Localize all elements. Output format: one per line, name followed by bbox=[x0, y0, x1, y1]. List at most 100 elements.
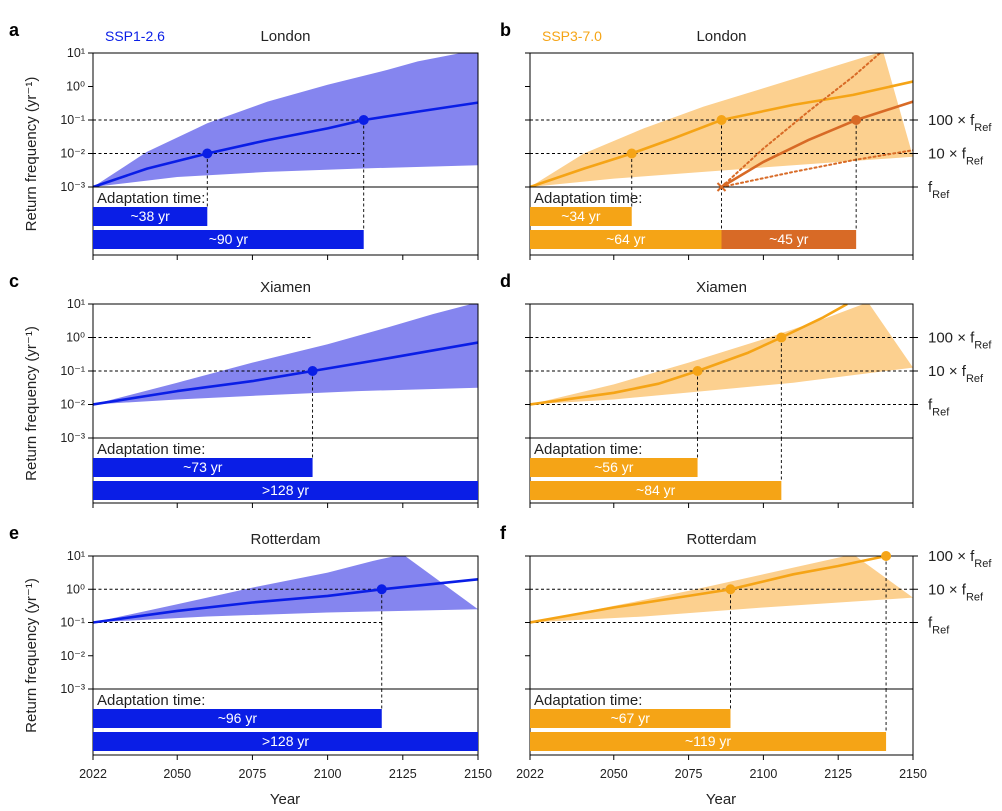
y-axis-label: Return frequency (yr⁻¹) bbox=[23, 578, 40, 733]
y-tick-label: 10⁻³ bbox=[60, 180, 85, 194]
adaptation-bar-label: ~119 yr bbox=[685, 733, 731, 749]
f-ref-label: 100 × fRef bbox=[928, 112, 992, 134]
adaptation-bar-label: ~45 yr bbox=[769, 231, 809, 247]
x-tick-label: 2050 bbox=[600, 767, 628, 781]
y-tick-label: 10⁻² bbox=[60, 398, 85, 412]
panel-c: ~73 yr >128 yr Adaptation time: Xiamen c 10¹ 1… bbox=[9, 271, 479, 508]
x-tick-label: 2125 bbox=[824, 767, 852, 781]
panel-letter: b bbox=[500, 20, 511, 40]
y-tick-label: 10⁻¹ bbox=[60, 113, 85, 127]
x-tick-label: 2022 bbox=[516, 767, 544, 781]
y-tick-label: 10¹ bbox=[67, 46, 85, 60]
f-ref-label: 10 × fRef bbox=[928, 581, 984, 603]
adaptation-time-label: Adaptation time: bbox=[534, 441, 642, 458]
x-tick-label: 2150 bbox=[899, 767, 927, 781]
y-tick-label: 10⁰ bbox=[66, 331, 85, 345]
scenario-label: SSP3-7.0 bbox=[542, 28, 602, 44]
median-line bbox=[93, 101, 478, 187]
scenario-label: SSP1-2.6 bbox=[105, 28, 165, 44]
x-axis-label: Year bbox=[270, 791, 300, 808]
marker-dot bbox=[716, 115, 727, 125]
adaptation-bar bbox=[93, 230, 364, 249]
adaptation-bar bbox=[93, 709, 382, 728]
marker-dot bbox=[358, 115, 369, 125]
y-tick-label: 10⁻¹ bbox=[60, 616, 85, 630]
adaptation-bar bbox=[530, 709, 731, 728]
adaptation-bar-label: ~64 yr bbox=[606, 231, 646, 247]
adaptation-bar bbox=[93, 732, 478, 751]
panel-b: ~34 yr ~64 yr ~45 yr Adaptation time: London… bbox=[500, 20, 992, 260]
adaptation-bar-label: ~34 yr bbox=[561, 208, 601, 224]
x-tick-label: 2150 bbox=[464, 767, 492, 781]
f-ref-label: fRef bbox=[928, 179, 950, 201]
adaptation-bar-label: ~73 yr bbox=[183, 459, 223, 475]
x-tick-label: 2100 bbox=[749, 767, 777, 781]
uncertainty-band bbox=[93, 556, 478, 623]
panel-letter: c bbox=[9, 271, 19, 291]
adaptation-bar bbox=[530, 207, 632, 226]
y-tick-label: 10⁻² bbox=[60, 649, 85, 663]
y-tick-label: 10⁻³ bbox=[60, 682, 85, 696]
f-ref-label: 10 × fRef bbox=[928, 363, 984, 385]
panel-e: ~96 yr>128 yr Adaptation time: Rotterdam e 2… bbox=[9, 523, 492, 781]
marker-dot bbox=[626, 148, 637, 159]
x-tick-label: 2050 bbox=[163, 767, 191, 781]
adaptation-time-label: Adaptation time: bbox=[97, 441, 205, 458]
panel-title: Rotterdam bbox=[686, 531, 756, 548]
adaptation-bar bbox=[93, 481, 478, 500]
panel-a: ~38 yr ~90 yr Adaptation time: London SSP1-2… bbox=[9, 20, 479, 260]
adaptation-bar bbox=[93, 207, 208, 226]
adaptation-bar-label: ~56 yr bbox=[594, 459, 634, 475]
plot-area bbox=[530, 304, 913, 406]
uncertainty-band bbox=[530, 304, 913, 405]
secondary-upper-dotted bbox=[720, 53, 882, 187]
y-tick-label: 10⁻¹ bbox=[60, 364, 85, 378]
axes-frame bbox=[529, 303, 914, 504]
panel-letter: d bbox=[500, 271, 511, 291]
panel-letter: a bbox=[9, 20, 20, 40]
adaptation-time-label: Adaptation time: bbox=[97, 190, 205, 207]
panel-letter: f bbox=[500, 523, 507, 543]
x-tick-label: 2075 bbox=[675, 767, 703, 781]
panel-letter: e bbox=[9, 523, 19, 543]
panel-title: Xiamen bbox=[696, 279, 747, 296]
marker-dot bbox=[881, 551, 892, 561]
y-tick-label: 10⁻² bbox=[60, 147, 85, 161]
plot-area bbox=[530, 556, 913, 624]
marker-dot bbox=[376, 584, 387, 595]
f-ref-label: 100 × fRef bbox=[928, 330, 992, 352]
x-tick-label: 2022 bbox=[79, 767, 107, 781]
adaptation-time-label: Adaptation time: bbox=[534, 190, 642, 207]
marker-dot bbox=[851, 115, 862, 125]
secondary-lower-dotted bbox=[720, 149, 913, 187]
adaptation-bar bbox=[721, 230, 857, 249]
y-tick-label: 10⁰ bbox=[66, 80, 85, 94]
marker-dot bbox=[725, 584, 736, 595]
y-tick-label: 10¹ bbox=[67, 549, 85, 563]
f-ref-label: fRef bbox=[928, 397, 950, 419]
panel-title: Rotterdam bbox=[250, 531, 320, 548]
panel-title: Xiamen bbox=[260, 279, 311, 296]
panel-title: London bbox=[696, 28, 746, 45]
y-axis-label: Return frequency (yr⁻¹) bbox=[23, 326, 40, 481]
f-ref-label: 10 × fRef bbox=[928, 146, 984, 168]
plot-area bbox=[93, 556, 478, 624]
panel-f: ~67 yr ~119 yr Adaptation time: Rotterdam f 2… bbox=[500, 523, 992, 781]
adaptation-bar bbox=[530, 481, 782, 500]
panel-title: London bbox=[260, 28, 310, 45]
secondary-line bbox=[720, 100, 913, 187]
marker-dot bbox=[307, 366, 318, 376]
adaptation-bar bbox=[93, 458, 313, 477]
x-tick-label: 2125 bbox=[389, 767, 417, 781]
adaptation-bar bbox=[530, 230, 722, 249]
adaptation-bar-label: ~67 yr bbox=[611, 710, 651, 726]
axes-frame bbox=[92, 303, 479, 504]
y-axis-label: Return frequency (yr⁻¹) bbox=[23, 77, 40, 232]
x-tick-label: 2075 bbox=[239, 767, 267, 781]
adaptation-bar-label: ~84 yr bbox=[636, 482, 676, 498]
y-tick-label: 10⁰ bbox=[66, 582, 85, 596]
adaptation-bar-label: ~38 yr bbox=[130, 208, 170, 224]
f-ref-label: fRef bbox=[928, 615, 950, 637]
median-line bbox=[93, 578, 478, 624]
